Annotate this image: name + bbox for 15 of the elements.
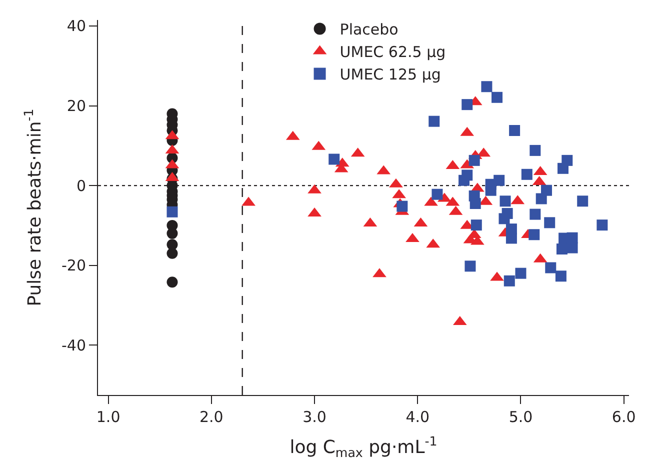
legend-label: UMEC 125 µg	[340, 66, 441, 84]
x-tick-label: 6.0	[612, 408, 636, 426]
x-tick-label: 1.0	[96, 408, 120, 426]
legend-label: UMEC 62.5 µg	[340, 43, 446, 62]
x-tick-label: 4.0	[406, 408, 430, 426]
y-tick-label: 0	[76, 176, 86, 195]
y-tick-label: -40	[62, 336, 86, 354]
y-tick-label: -20	[62, 256, 86, 275]
x-tick-label: 2.0	[199, 408, 224, 426]
x-axis-title: log C$_{max}$ pg·mL$^{-1}$	[290, 434, 438, 460]
legend-label: Placebo	[340, 20, 398, 39]
x-tick-label: 5.0	[508, 408, 533, 426]
x-tick-label: 3.0	[302, 408, 326, 426]
y-tick-label: 20	[66, 97, 86, 116]
y-tick-label: 40	[66, 17, 86, 36]
